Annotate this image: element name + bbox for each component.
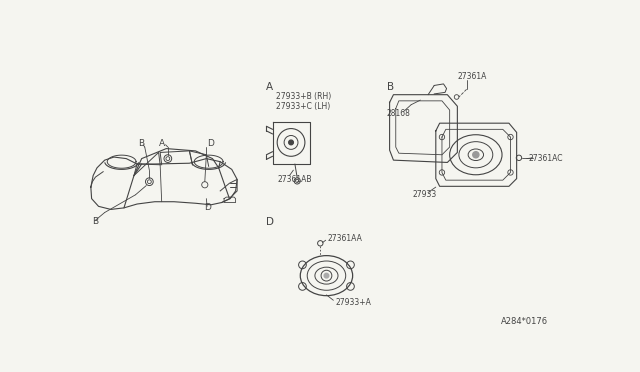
Text: B: B [387,82,394,92]
Text: 27933+C (LH): 27933+C (LH) [276,102,330,111]
Text: A: A [159,139,166,148]
Text: B: B [92,217,99,226]
Circle shape [289,140,293,145]
Text: 27361A: 27361A [458,73,487,81]
Text: A284*0176: A284*0176 [500,317,548,326]
Text: D: D [207,139,214,148]
Text: B: B [139,139,145,148]
Text: 27933: 27933 [413,190,437,199]
Circle shape [324,273,329,278]
Text: D: D [204,203,211,212]
Text: 27933+B (RH): 27933+B (RH) [276,93,331,102]
Text: 27361AA: 27361AA [328,234,363,243]
Text: A: A [266,82,273,92]
Text: 27361AB: 27361AB [278,175,312,184]
Text: 28168: 28168 [387,109,410,118]
Text: 27361AC: 27361AC [528,154,563,163]
Text: D: D [266,217,275,227]
Text: 27933+A: 27933+A [336,298,372,307]
Circle shape [473,152,479,158]
